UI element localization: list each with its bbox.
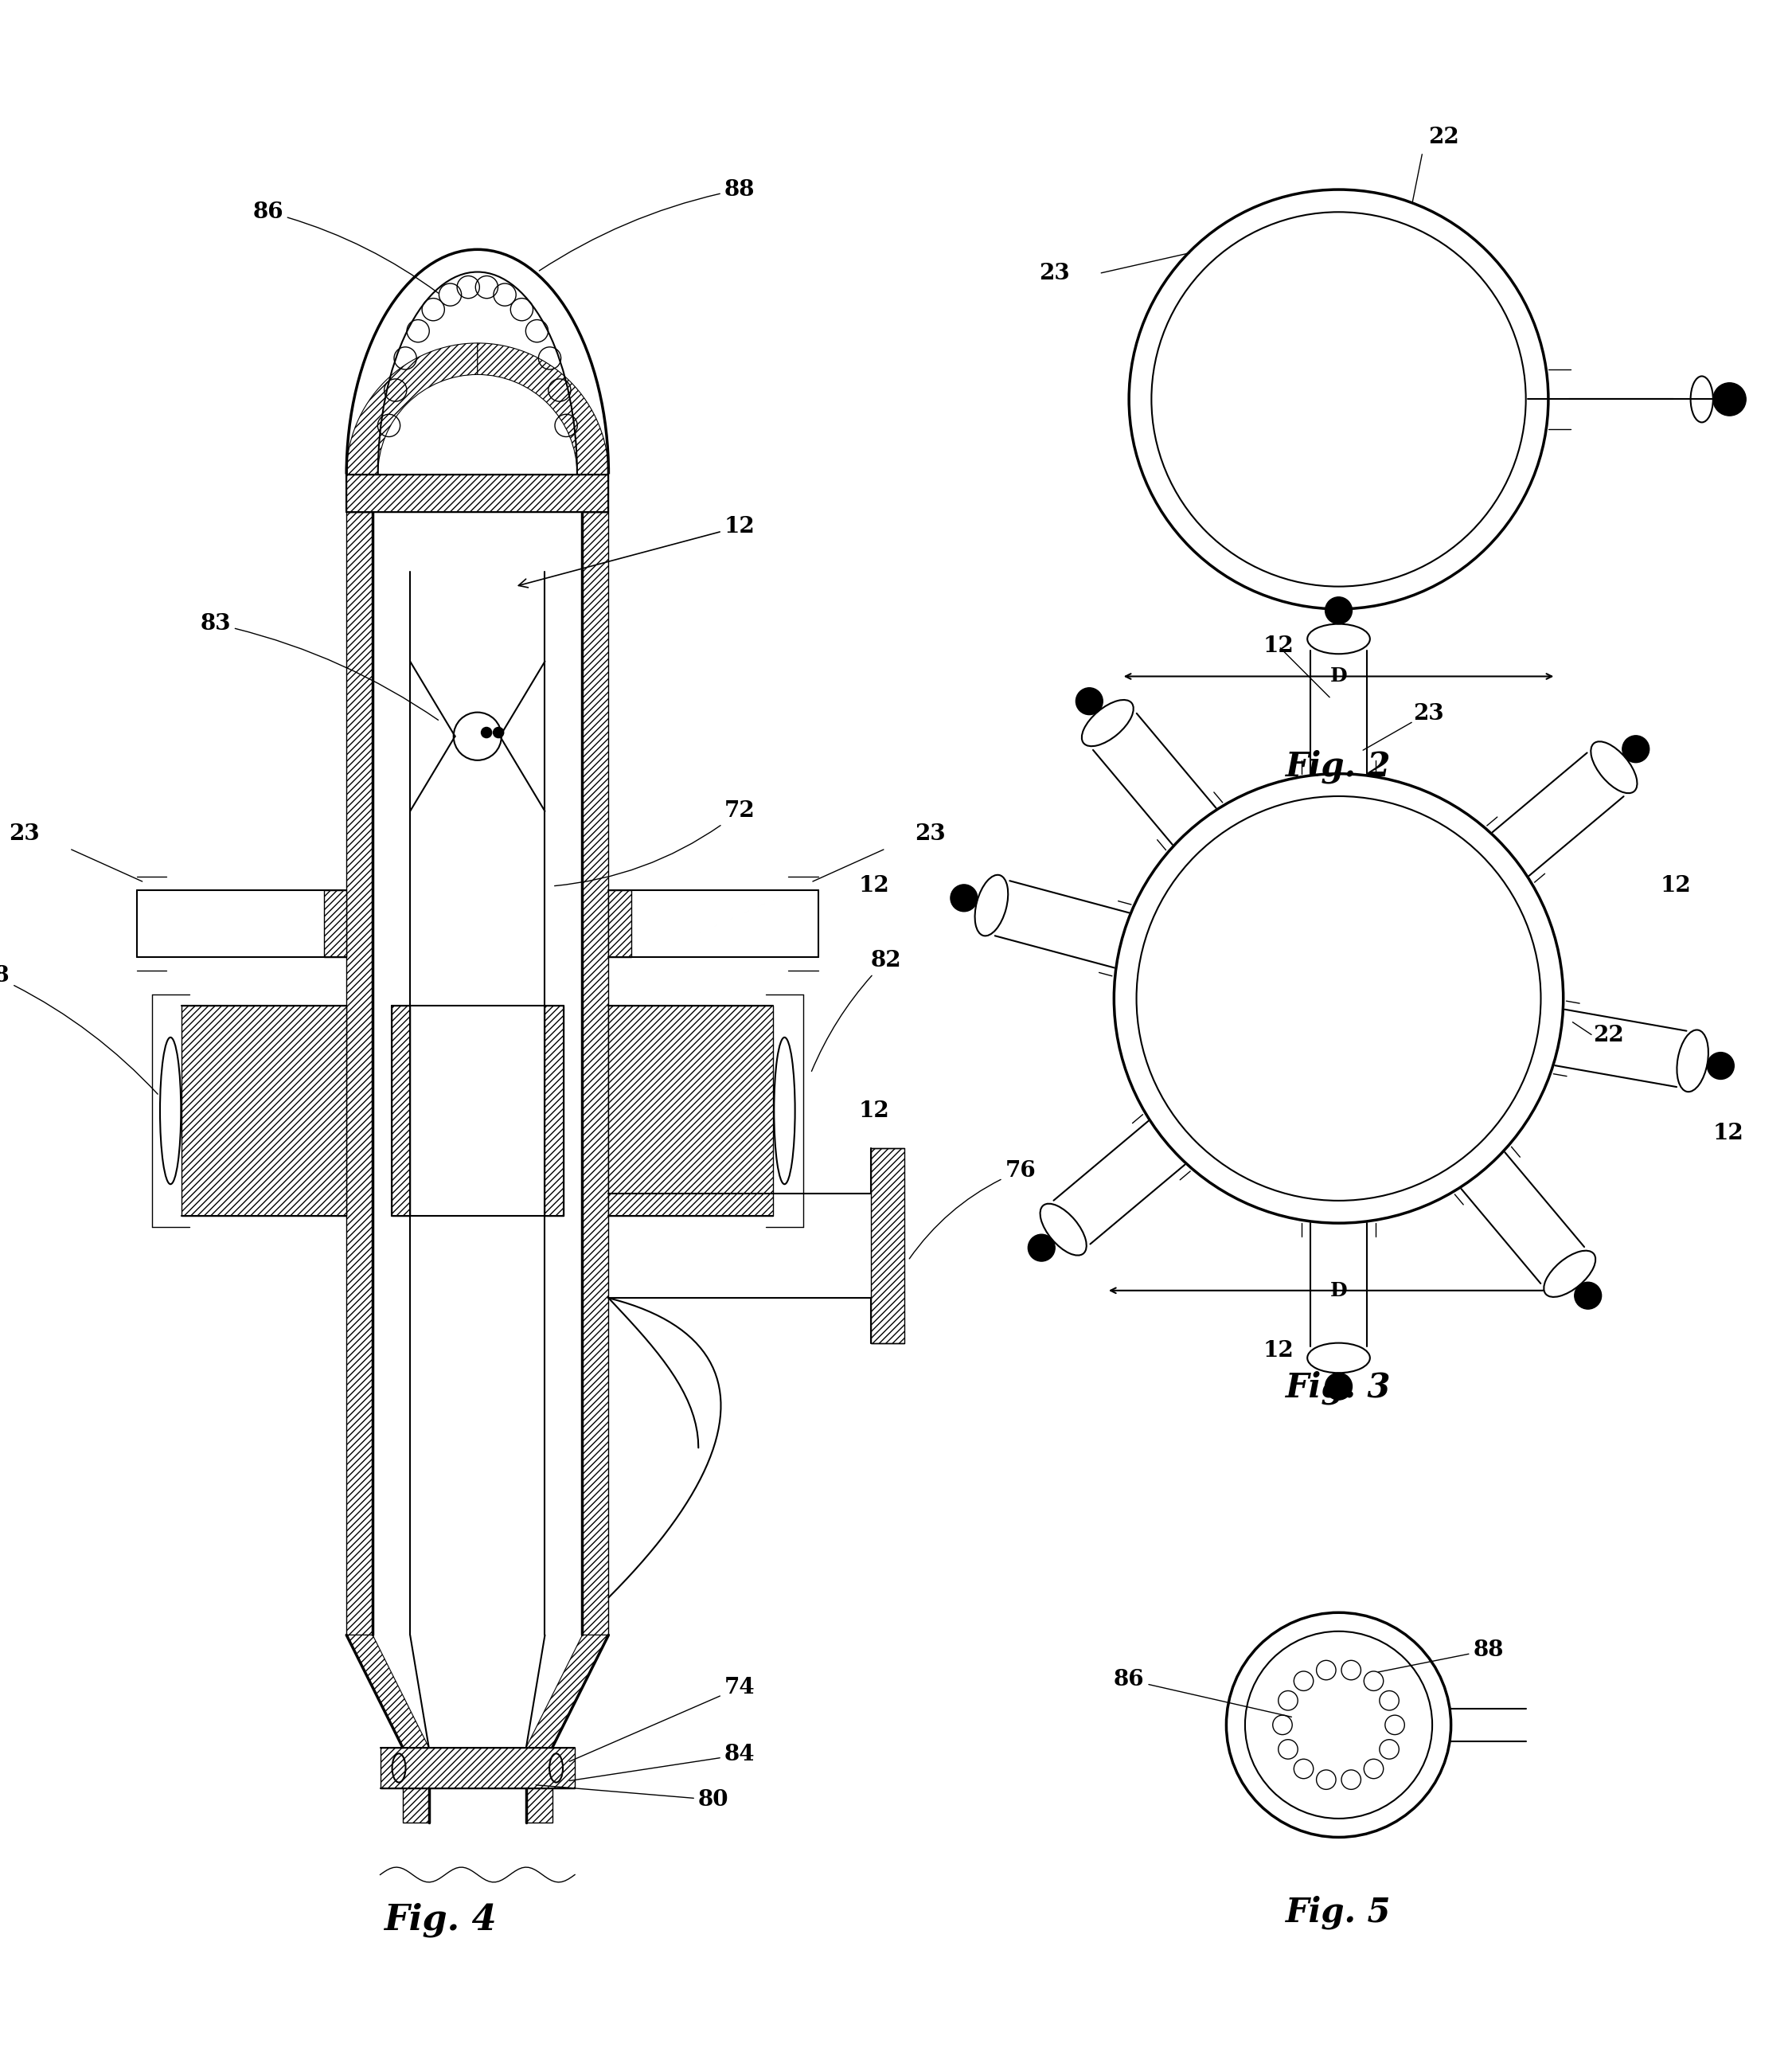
Text: 74: 74 (570, 1678, 754, 1762)
Text: 23: 23 (1414, 702, 1444, 725)
Ellipse shape (1039, 1203, 1086, 1255)
Text: 12: 12 (1263, 1340, 1294, 1361)
Text: D: D (1330, 667, 1348, 686)
Circle shape (1324, 1373, 1353, 1400)
Wedge shape (477, 344, 609, 474)
Circle shape (950, 884, 977, 911)
Bar (324, 891, 346, 957)
Text: Fig. 5: Fig. 5 (1287, 1895, 1391, 1928)
Circle shape (1575, 1282, 1602, 1309)
Text: 23: 23 (9, 822, 39, 845)
Text: 22: 22 (1428, 126, 1459, 147)
Ellipse shape (1308, 623, 1369, 654)
Text: 86: 86 (1113, 1669, 1292, 1717)
Bar (582, 512, 609, 1634)
Circle shape (1622, 735, 1649, 762)
Circle shape (482, 727, 491, 737)
Bar (346, 474, 609, 512)
Wedge shape (346, 344, 477, 474)
Bar (391, 1007, 410, 1216)
Ellipse shape (1677, 1029, 1708, 1091)
Bar (871, 1147, 905, 1342)
Text: 80: 80 (536, 1785, 729, 1810)
Circle shape (1713, 383, 1745, 416)
Bar (346, 512, 373, 1634)
Text: 83: 83 (201, 613, 439, 721)
Text: 22: 22 (1593, 1025, 1624, 1046)
Text: Fig. 3: Fig. 3 (1287, 1371, 1391, 1404)
Ellipse shape (1591, 741, 1638, 793)
Text: 78: 78 (0, 965, 158, 1093)
Circle shape (1029, 1234, 1055, 1261)
Bar (609, 1007, 774, 1216)
Text: 88: 88 (539, 178, 754, 271)
Ellipse shape (1308, 1342, 1369, 1373)
Circle shape (1075, 688, 1102, 714)
Ellipse shape (1082, 700, 1134, 746)
Bar (609, 891, 631, 957)
Text: Fig. 4: Fig. 4 (383, 1903, 496, 1936)
Text: 12: 12 (1659, 876, 1692, 897)
Text: 12: 12 (858, 1100, 891, 1122)
Text: 76: 76 (909, 1160, 1036, 1259)
Text: 84: 84 (570, 1744, 754, 1781)
Bar (181, 1007, 346, 1216)
Circle shape (1708, 1052, 1735, 1079)
Text: 12: 12 (1713, 1122, 1744, 1143)
Text: 23: 23 (1039, 263, 1070, 284)
Text: 23: 23 (916, 822, 946, 845)
Text: 88: 88 (1378, 1640, 1503, 1671)
Text: 86: 86 (253, 201, 439, 294)
Text: 82: 82 (812, 951, 901, 1071)
Text: 12: 12 (858, 876, 891, 897)
Text: 72: 72 (554, 799, 754, 886)
Text: 12: 12 (518, 516, 754, 588)
Text: D: D (1330, 1282, 1348, 1301)
Circle shape (1324, 596, 1353, 623)
Ellipse shape (1545, 1251, 1595, 1296)
Bar (527, 1789, 552, 1822)
Polygon shape (527, 1634, 609, 1748)
Ellipse shape (975, 874, 1009, 936)
Text: 12: 12 (1263, 636, 1294, 657)
Circle shape (493, 727, 504, 737)
Polygon shape (346, 1634, 428, 1748)
Bar (545, 1007, 564, 1216)
Text: Fig. 2: Fig. 2 (1287, 750, 1391, 783)
Bar (380, 1748, 575, 1789)
Bar (403, 1789, 428, 1822)
